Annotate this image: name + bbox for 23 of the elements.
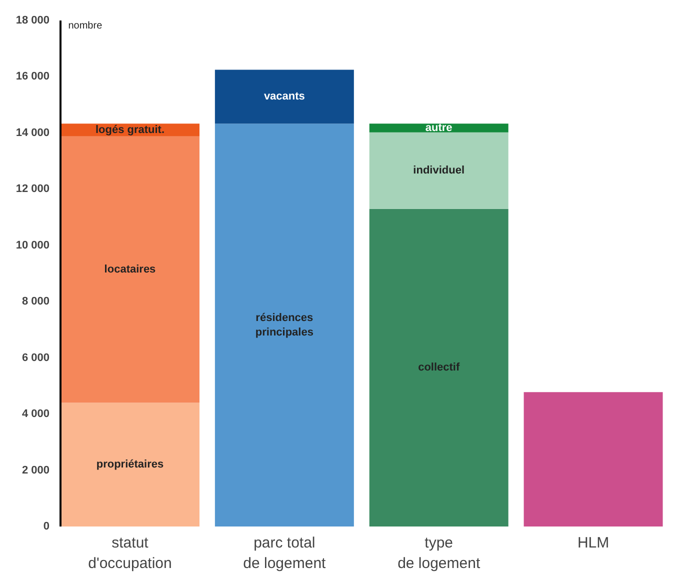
y-tick-label: 2 000 [22, 464, 50, 476]
series-label: logés gratuit. [95, 124, 165, 136]
y-tick-label: 10 000 [16, 239, 50, 252]
y-tick-label: 6 000 [22, 352, 50, 364]
series-label: résidences principales [255, 312, 314, 338]
x-tick-label: HLM [577, 534, 610, 552]
y-axis-title: nombre [68, 20, 103, 32]
y-tick-label: 18 000 [16, 14, 50, 26]
series-label: autre [425, 122, 452, 134]
series-label: collectif [418, 362, 460, 374]
y-tick-label: 0 [43, 520, 50, 532]
y-tick-label: 14 000 [16, 126, 50, 139]
series-label: locataires [104, 264, 156, 276]
series-label: individuel [413, 164, 465, 177]
x-tick-label: type de logement [398, 534, 481, 572]
y-tick-label: 12 000 [16, 183, 50, 196]
x-tick-label: statut d'occupation [88, 534, 172, 572]
y-tick-label: 8 000 [22, 296, 50, 308]
y-tick-label: 16 000 [16, 70, 50, 83]
y-tick-label: 4 000 [22, 408, 50, 420]
series-label: propriétaires [96, 458, 164, 471]
x-tick-label: parc total de logement [243, 534, 327, 572]
series-label: vacants [264, 90, 305, 103]
